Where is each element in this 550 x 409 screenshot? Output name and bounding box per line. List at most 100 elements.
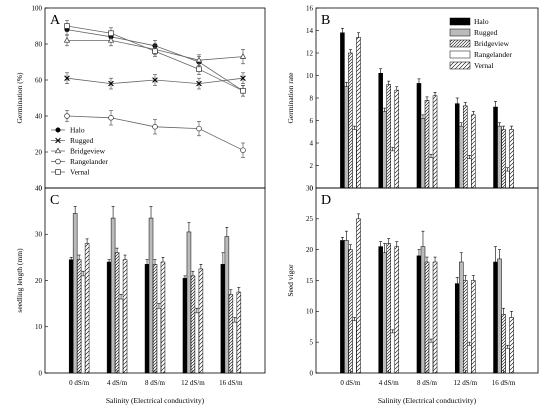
x-tick-label: 16 dS/m [219,379,243,387]
data-point [55,127,61,133]
data-point [54,147,62,154]
data-point [196,66,202,72]
legend-label: Rangelander [70,157,108,166]
bar [382,252,387,374]
bar [493,261,498,374]
data-point [64,113,70,119]
y-tick-label: 60 [35,76,43,84]
bar [386,243,391,374]
bar [432,95,438,189]
y-tick-label: 100 [32,4,43,12]
bar [509,129,514,189]
y-axis-label: Seed vigor [286,264,295,297]
legend-label: Rugged [474,28,498,37]
bar [198,268,204,374]
series-rangelander [352,317,510,374]
series-halo [340,237,498,374]
bar [156,308,162,374]
bar [152,264,158,374]
bar [352,129,357,189]
y-tick-label: 5 [310,339,314,347]
x-tick-label: 12 dS/m [181,379,205,387]
x-tick-label: 16 dS/m [492,379,516,387]
x-tick-label: 8 dS/m [145,379,166,387]
y-axis-label: Germination rate [286,72,295,124]
data-point [64,75,70,81]
x-axis-label: Salinity (Electrical conductivity) [378,396,477,405]
y-tick-label: 80 [35,40,43,48]
bar [416,83,422,189]
y-tick-label: 10 [35,323,43,331]
bar [458,125,464,189]
y-tick-label: 16 [306,4,314,12]
series-rangelander [80,270,238,374]
bar [420,118,426,189]
legend-swatch [449,17,471,26]
bar [76,259,82,374]
y-tick-label: 10 [306,72,314,80]
series-rangelander [64,110,246,158]
data-point [108,30,114,36]
y-tick-label: 0 [39,184,43,192]
y-tick-label: 8 [310,94,314,102]
y-tick-label: 40 [35,112,43,120]
y-tick-label: 20 [35,277,43,285]
bar [224,236,230,374]
panel-label: B [321,13,330,28]
series-vernal [84,238,242,374]
bar [182,277,188,374]
y-tick-label: 20 [35,148,43,156]
bar [194,312,200,374]
bar [84,243,90,374]
x-tick-label: 8 dS/m [417,379,438,387]
x-tick-label: 4 dS/m [107,379,128,387]
y-tick-label: 6 [310,117,314,125]
legend-swatch [449,39,471,48]
bar [340,32,345,189]
series-rugged [72,206,230,374]
series-rangelander [352,125,510,189]
legend-label: Bridgeview [474,39,510,48]
data-point [152,77,158,83]
panel-b: 0 2 4 6 8 10 12 14 16 Germination rate B Halo Rugged… [286,4,539,192]
bar [118,298,124,374]
bar [106,261,112,374]
series-halo [68,252,226,374]
bar [493,106,498,189]
y-tick-label: 12 [306,49,314,57]
bar [122,259,128,374]
x-tick-label: 4 dS/m [379,379,400,387]
data-point [152,48,158,54]
data-point [107,36,115,43]
data-point [196,80,202,87]
panel-label: A [50,13,61,28]
bar [497,258,502,374]
bar [340,240,345,374]
bar [386,84,391,189]
y-axis-label: Germination (%) [15,72,24,124]
bar [432,261,438,374]
series-rugged [64,72,246,90]
legend-swatch [449,61,471,70]
bar [190,275,196,374]
bar [228,294,234,374]
series-bridgeview [348,49,506,189]
legend-label: Vernal [70,168,90,177]
bar [471,280,476,374]
panel-label: D [321,193,331,208]
y-tick-label: 15 [306,277,314,285]
bar [424,261,430,374]
data-point [108,80,114,87]
bar [463,105,468,189]
bar [394,246,400,374]
legend-label: Vernal [474,61,494,70]
bar [505,170,510,189]
bar [186,231,192,374]
bar [382,111,387,189]
bar [458,261,464,374]
data-point [55,169,61,175]
legend-label: Bridgeview [70,147,106,156]
x-tick-label: 0 dS/m [69,379,90,387]
bar [232,321,238,374]
